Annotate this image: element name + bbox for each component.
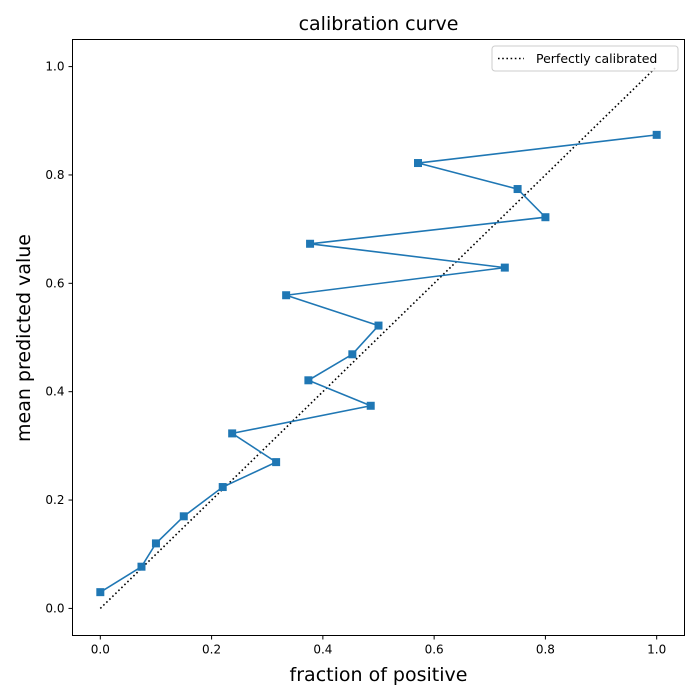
y-tick-label: 0.6 bbox=[45, 276, 64, 290]
x-tick-label: 0.2 bbox=[202, 643, 221, 657]
x-tick-label: 0.0 bbox=[91, 643, 110, 657]
y-tick-label: 0.2 bbox=[45, 493, 64, 507]
calibration-point bbox=[218, 483, 227, 492]
calibration-point bbox=[151, 539, 160, 548]
calibration-point bbox=[500, 263, 509, 272]
calibration-point bbox=[513, 185, 522, 194]
calibration-point bbox=[306, 239, 315, 248]
calibration-point bbox=[374, 321, 383, 330]
plot-area bbox=[96, 66, 661, 609]
perfect-calibration-line bbox=[99, 66, 658, 609]
calibration-point bbox=[348, 350, 357, 359]
chart-title: calibration curve bbox=[299, 13, 459, 35]
plot-frame bbox=[72, 39, 685, 636]
x-tick-label: 0.8 bbox=[536, 643, 555, 657]
x-tick-label: 0.6 bbox=[425, 643, 444, 657]
calibration-point bbox=[272, 458, 281, 467]
calibration-point bbox=[304, 376, 313, 385]
y-tick-label: 0.0 bbox=[45, 601, 64, 615]
y-tick-label: 0.4 bbox=[45, 385, 64, 399]
y-tick-label: 1.0 bbox=[45, 60, 64, 74]
calibration-point bbox=[541, 213, 550, 222]
y-axis-ticks: 0.0 0.2 0.4 0.6 0.8 1.0 bbox=[45, 60, 73, 615]
y-axis-title: mean predicted value bbox=[13, 234, 35, 442]
calibration-point bbox=[282, 291, 291, 300]
y-tick-label: 0.8 bbox=[45, 168, 64, 182]
x-axis-title: fraction of positive bbox=[290, 664, 468, 686]
x-tick-label: 0.4 bbox=[313, 643, 332, 657]
x-axis-ticks: 0.0 0.2 0.4 0.6 0.8 1.0 bbox=[91, 635, 666, 657]
x-tick-label: 1.0 bbox=[647, 643, 666, 657]
calibration-point bbox=[652, 130, 661, 139]
calibration-point bbox=[137, 562, 146, 571]
legend-label-perfect: Perfectly calibrated bbox=[536, 51, 657, 66]
calibration-point bbox=[366, 401, 375, 410]
calibration-point bbox=[414, 159, 423, 168]
calibration-point bbox=[228, 429, 237, 438]
calibration-point bbox=[96, 588, 105, 597]
legend: Perfectly calibrated bbox=[491, 45, 679, 72]
calibration-point bbox=[179, 512, 188, 521]
calibration-curve-line bbox=[99, 134, 657, 593]
legend-box bbox=[491, 45, 679, 72]
